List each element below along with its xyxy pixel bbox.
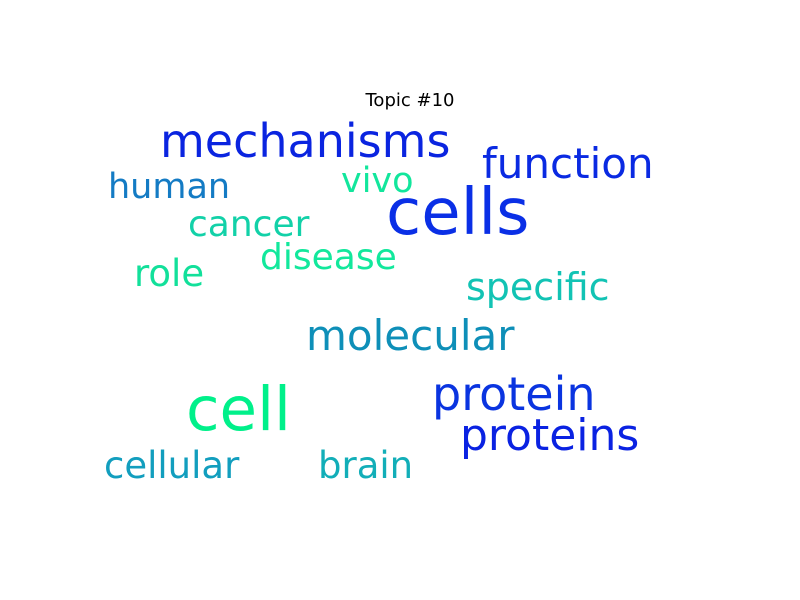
word-molecular: molecular (306, 311, 515, 360)
word-brain: brain (318, 444, 413, 487)
word-cell: cell (186, 374, 291, 445)
word-vivo: vivo (341, 161, 414, 201)
word-specific: specific (466, 265, 610, 309)
chart-title: Topic #10 (365, 90, 455, 111)
word-cancer: cancer (188, 204, 310, 245)
word-disease: disease (260, 237, 397, 278)
word-cells: cells (386, 176, 529, 250)
word-function: function (482, 139, 654, 188)
word-cellular: cellular (104, 444, 240, 487)
word-protein: protein (432, 367, 596, 421)
word-mechanisms: mechanisms (160, 114, 450, 168)
word-role: role (134, 252, 204, 295)
word-proteins: proteins (460, 410, 639, 461)
word-human: human (108, 167, 230, 207)
